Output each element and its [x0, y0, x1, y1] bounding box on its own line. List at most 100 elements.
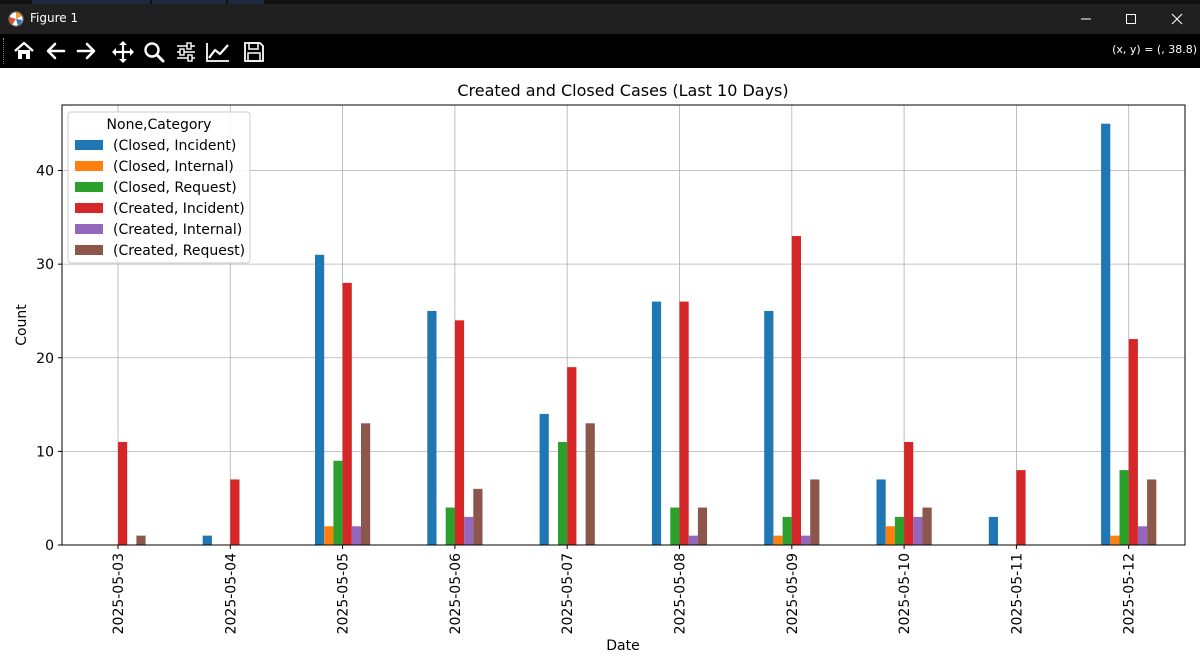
bar-chart[interactable]: 0 10 20 30 40 2025-05-03 2025-05-04 2025-05-05…: [0, 68, 1200, 668]
legend-label: (Created, Request): [113, 243, 245, 259]
edit-axis-button[interactable]: [203, 39, 229, 63]
bar: [230, 479, 240, 545]
bar: [1119, 470, 1129, 545]
bar: [315, 254, 325, 545]
legend-title: None,Category: [107, 117, 212, 133]
y-tick-label: 30: [36, 257, 54, 273]
edit-axis-icon: [206, 43, 229, 62]
back-button[interactable]: [43, 39, 69, 63]
bar: [464, 516, 474, 545]
bar: [922, 507, 932, 545]
forward-arrow-icon: [76, 42, 96, 60]
legend-label: (Created, Internal): [113, 222, 242, 238]
bar: [773, 535, 783, 545]
save-button[interactable]: [241, 39, 267, 63]
bar: [1110, 535, 1120, 545]
legend-label: (Created, Incident): [113, 201, 245, 217]
bar: [1128, 339, 1138, 545]
bar: [342, 282, 352, 545]
close-icon: [1171, 13, 1183, 25]
taskbar-strip: [0, 0, 1200, 4]
x-tick-label: 2025-05-04: [223, 553, 239, 634]
configure-subplots-icon: [177, 42, 195, 62]
y-tick-label: 40: [36, 164, 54, 180]
close-button[interactable]: [1154, 4, 1200, 34]
bar: [810, 479, 820, 545]
bar: [688, 535, 698, 545]
legend-swatch: [75, 245, 103, 255]
bar: [567, 367, 577, 545]
bar: [324, 526, 334, 545]
legend-swatch: [75, 203, 103, 213]
legend: None,Category (Closed, Incident) (Closed,…: [67, 111, 251, 264]
legend-swatch: [75, 224, 103, 234]
taskbar-segment: [32, 0, 150, 4]
bar: [894, 516, 905, 545]
bar: [885, 526, 895, 545]
x-tick-label: 2025-05-10: [897, 553, 913, 634]
x-ticks: 2025-05-03 2025-05-04 2025-05-05 2025-05-06…: [111, 545, 1138, 634]
title-bar: Figure 1: [0, 4, 1200, 34]
bar: [136, 535, 146, 545]
bar: [1147, 479, 1157, 545]
bar: [764, 310, 774, 545]
taskbar-segment: [228, 0, 264, 4]
legend-label: (Closed, Internal): [113, 159, 234, 175]
bar: [670, 507, 680, 545]
bar: [904, 442, 914, 545]
bar: [876, 479, 886, 545]
back-arrow-icon: [46, 42, 66, 60]
bar: [361, 423, 371, 545]
bar: [679, 301, 689, 545]
bar: [539, 413, 549, 545]
zoom-button[interactable]: [141, 39, 167, 63]
save-icon: [244, 42, 264, 62]
bar: [558, 442, 568, 545]
cursor-coordinates: (x, y) = (, 38.8): [1112, 43, 1197, 56]
minimize-button[interactable]: [1063, 4, 1109, 34]
legend-swatch: [75, 182, 103, 192]
bar: [782, 516, 792, 545]
x-tick-label: 2025-05-07: [560, 553, 576, 634]
taskbar-segment: [152, 0, 226, 4]
x-tick-label: 2025-05-06: [448, 553, 464, 634]
figure-canvas[interactable]: 0 10 20 30 40 2025-05-03 2025-05-04 2025-05-05…: [0, 68, 1200, 668]
home-button[interactable]: [11, 39, 37, 63]
bar: [651, 301, 662, 545]
pan-button[interactable]: [110, 39, 136, 63]
bar: [351, 526, 361, 545]
maximize-button[interactable]: [1108, 4, 1154, 34]
y-ticks: 0 10 20 30 40: [36, 164, 62, 554]
matplotlib-logo-icon: [8, 11, 24, 27]
axes-frame: [61, 104, 1186, 546]
legend-swatch: [75, 140, 103, 150]
legend-label: (Closed, Incident): [113, 138, 236, 154]
x-tick-label: 2025-05-11: [1009, 553, 1025, 634]
bar: [801, 535, 811, 545]
legend-label: (Closed, Request): [113, 180, 237, 196]
y-axis-label: Count: [14, 304, 30, 346]
bar: [697, 507, 708, 545]
forward-button[interactable]: [73, 39, 99, 63]
bar: [118, 442, 128, 545]
home-icon: [14, 41, 34, 59]
y-tick-label: 20: [36, 351, 54, 367]
chart-title: Created and Closed Cases (Last 10 Days): [457, 81, 788, 100]
legend-swatch: [75, 161, 103, 171]
y-tick-label: 10: [36, 444, 54, 460]
pan-icon: [112, 41, 134, 63]
bar: [585, 423, 595, 545]
bar: [202, 535, 212, 545]
x-axis-label: Date: [606, 638, 639, 654]
x-tick-label: 2025-05-05: [336, 553, 352, 634]
bar: [1016, 470, 1026, 545]
configure-subplots-button[interactable]: [173, 39, 199, 63]
legend-box: [67, 111, 251, 264]
bar: [913, 516, 923, 545]
bar: [454, 320, 465, 545]
bar: [791, 236, 801, 545]
x-tick-label: 2025-05-03: [111, 553, 127, 634]
toolbar-grip[interactable]: [3, 38, 6, 64]
window-title: Figure 1: [30, 11, 79, 25]
bar: [445, 507, 455, 545]
